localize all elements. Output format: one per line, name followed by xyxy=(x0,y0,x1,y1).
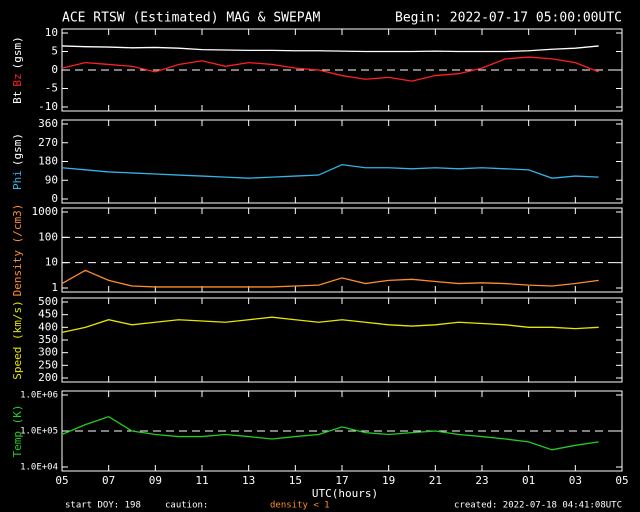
y-tick-label: 200 xyxy=(38,371,58,384)
start-doy: start DOY: 198 xyxy=(65,501,141,511)
y-axis-label-part: Temp (K) xyxy=(11,405,24,458)
x-tick-label: 23 xyxy=(475,474,488,487)
y-tick-label: 350 xyxy=(38,333,58,346)
x-tick-label: 21 xyxy=(429,474,442,487)
y-tick-label: -5 xyxy=(45,82,58,95)
y-axis-label: Bt Bz (gsm) xyxy=(11,36,24,104)
y-tick-label: 10 xyxy=(45,256,58,269)
series-line xyxy=(61,316,599,334)
series-line xyxy=(61,163,599,179)
y-axis-label-part: (gsm) xyxy=(11,36,24,69)
y-tick-label: 0 xyxy=(51,192,58,205)
y-tick-label: 1 xyxy=(51,281,58,294)
panel-frame xyxy=(61,207,623,293)
x-tick-label: 01 xyxy=(522,474,535,487)
x-tick-label: 15 xyxy=(289,474,302,487)
y-axis-label: Speed (km/s) xyxy=(11,300,24,379)
series-line xyxy=(61,56,599,82)
y-tick-label: 400 xyxy=(38,320,58,333)
x-tick-label: 19 xyxy=(382,474,395,487)
y-tick-label: 180 xyxy=(38,155,58,168)
begin-time: Begin: 2022-07-17 05:00:00UTC xyxy=(395,11,622,26)
x-tick-label: 11 xyxy=(195,474,208,487)
y-axis-label-part: Bt xyxy=(11,91,24,104)
y-tick-label: 100 xyxy=(38,230,58,243)
y-tick-label: -10 xyxy=(38,100,58,113)
x-tick-label: 17 xyxy=(335,474,348,487)
panel-frame xyxy=(61,297,623,383)
caution: caution: xyxy=(165,501,208,511)
y-tick-label: 1.0E+05 xyxy=(20,427,58,437)
y-axis-label-part: (gsm) xyxy=(11,133,24,166)
series-line xyxy=(61,415,599,451)
caution-note: density < 1 xyxy=(270,501,330,511)
y-tick-label: 5 xyxy=(51,45,58,58)
y-tick-label: 1.0E+04 xyxy=(20,463,58,473)
y-tick-label: 1.0E+06 xyxy=(20,391,58,401)
y-tick-label: 1000 xyxy=(32,205,59,218)
y-tick-label: 500 xyxy=(38,295,58,308)
y-axis-label-part: Phi xyxy=(11,170,24,190)
y-tick-label: 0 xyxy=(51,63,58,76)
created-time: created: 2022-07-18 04:41:08UTC xyxy=(454,501,622,511)
panel-frame xyxy=(61,119,623,204)
x-tick-label: 05 xyxy=(55,474,68,487)
y-axis-label-part: Bz xyxy=(11,73,24,86)
y-tick-label: 250 xyxy=(38,358,58,371)
y-axis-label: Temp (K) xyxy=(11,405,24,458)
y-tick-label: 360 xyxy=(38,117,58,130)
x-tick-label: 13 xyxy=(242,474,255,487)
y-tick-label: 270 xyxy=(38,136,58,149)
y-axis-label: Density (/cm3) xyxy=(11,204,24,297)
x-tick-label: 05 xyxy=(615,474,628,487)
series-line xyxy=(61,269,599,288)
y-tick-label: 450 xyxy=(38,308,58,321)
y-axis-label-part: Speed (km/s) xyxy=(11,300,24,379)
x-axis-label: UTC(hours) xyxy=(312,487,378,500)
y-axis-label-part: Density (/cm3) xyxy=(11,204,24,297)
y-tick-label: 90 xyxy=(45,173,58,186)
chart-title: ACE RTSW (Estimated) MAG & SWEPAM xyxy=(62,11,320,26)
y-tick-label: 300 xyxy=(38,346,58,359)
y-tick-label: 10 xyxy=(45,26,58,39)
x-tick-label: 09 xyxy=(149,474,162,487)
x-tick-label: 07 xyxy=(102,474,115,487)
x-tick-label: 03 xyxy=(569,474,582,487)
series-line xyxy=(61,45,599,53)
y-axis-label: Phi (gsm) xyxy=(11,133,24,190)
